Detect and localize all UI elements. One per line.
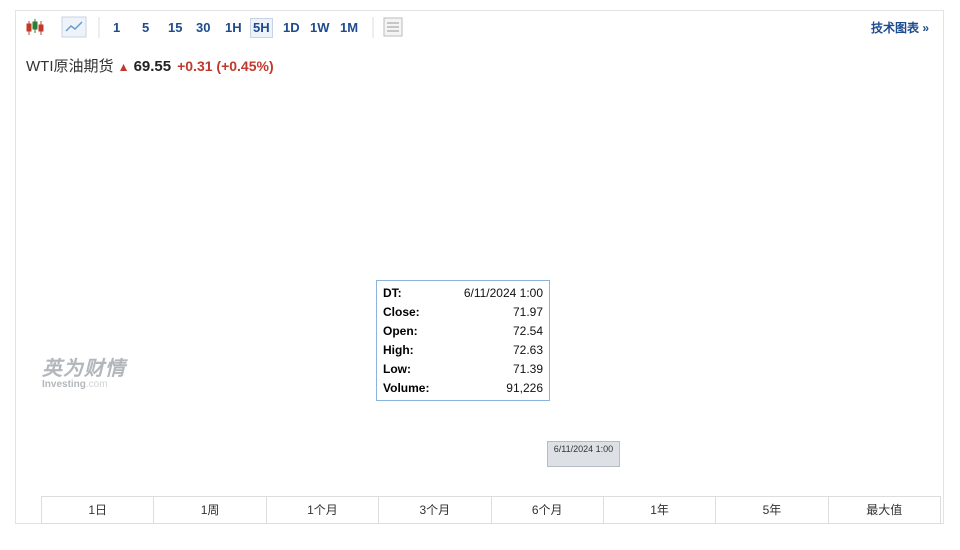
watermark-site-name: Investing xyxy=(42,379,86,390)
crosshair-label: 6/11/2024 1:00 xyxy=(547,441,620,467)
range-button[interactable]: 6个月 xyxy=(492,497,604,523)
tooltip: DT: 6/11/2024 1:00 Close: 71.97 Open: 72.54 Hi… xyxy=(376,280,550,401)
tooltip-key: Low: xyxy=(383,362,411,376)
price-change: +0.31 (+0.45%) xyxy=(177,58,274,74)
range-button[interactable]: 1周 xyxy=(154,497,267,523)
watermark-site-suffix: .com xyxy=(85,379,108,390)
interval-button[interactable]: 30 xyxy=(196,20,211,35)
toolbar: 技术图表 » 1 5 15 30 1H 5H 1D 1W 1M xyxy=(16,11,943,43)
line-icon-glyph xyxy=(65,21,83,32)
tooltip-value: 71.39 xyxy=(512,362,543,376)
range-button[interactable]: 最大值 xyxy=(866,503,903,517)
line-icon[interactable] xyxy=(61,16,87,38)
widget-card: 技术图表 » 1 5 15 30 1H 5H 1D 1W 1M WTI原油期货 ▲ 69.55 +0… xyxy=(15,10,944,524)
tooltip-row: Open: 72.54 xyxy=(383,322,543,341)
range-button[interactable]: 3个月 xyxy=(379,497,492,523)
range-button[interactable]: 1年 xyxy=(604,497,717,523)
range-button[interactable]: 1日 xyxy=(42,497,155,523)
interval-button[interactable]: 5H xyxy=(250,18,273,38)
tooltip-key: High: xyxy=(383,343,414,357)
tooltip-key: Volume: xyxy=(383,381,430,395)
tooltip-value: 6/11/2024 1:00 xyxy=(463,286,543,300)
watermark-brand: 英为财情 xyxy=(42,358,126,380)
interval-button[interactable]: 1W xyxy=(310,20,330,35)
toolbar-icons xyxy=(26,16,403,38)
tooltip-value: 71.97 xyxy=(512,305,543,319)
tooltip-row: Low: 71.39 xyxy=(383,360,543,379)
tooltip-value: 72.54 xyxy=(512,324,543,338)
interval-button[interactable]: 1D xyxy=(283,20,300,35)
range-selector: 1日 1周 1个月 3个月 6个月 1年 5年 最大值 xyxy=(41,496,941,524)
tooltip-value: 91,226 xyxy=(506,381,543,395)
tooltip-row: DT: 6/11/2024 1:00 xyxy=(383,284,543,303)
watermark-site: Investing.com xyxy=(42,379,126,390)
tooltip-value: 72.63 xyxy=(512,343,543,357)
quote-header: WTI原油期货 ▲ 69.55 +0.31 (+0.45%) xyxy=(26,55,274,76)
tooltip-key: DT: xyxy=(383,286,402,300)
symbol: WTI原油期货 xyxy=(26,58,114,75)
interval-button[interactable]: 15 xyxy=(168,20,183,35)
interval-button[interactable]: 1 xyxy=(113,20,121,35)
tooltip-row: Volume: 91,226 xyxy=(383,379,543,398)
watermark: 英为财情 Investing.com xyxy=(42,352,126,390)
tooltip-key: Close: xyxy=(383,305,420,319)
technical-chart-link[interactable]: 技术图表 » xyxy=(870,21,929,35)
tooltip-key: Open: xyxy=(383,324,418,338)
up-arrow: ▲ xyxy=(117,60,130,74)
interval-button[interactable]: 5 xyxy=(142,20,150,35)
tooltip-row: High: 72.63 xyxy=(383,341,543,360)
range-button[interactable]: 1个月 xyxy=(267,497,380,523)
candle-icon[interactable] xyxy=(26,19,44,35)
interval-button[interactable]: 1H xyxy=(225,20,242,35)
last-price: 69.55 xyxy=(133,58,172,75)
tooltip-row: Close: 71.97 xyxy=(383,303,543,322)
range-button[interactable]: 5年 xyxy=(716,497,829,523)
interval-button[interactable]: 1M xyxy=(340,20,359,35)
